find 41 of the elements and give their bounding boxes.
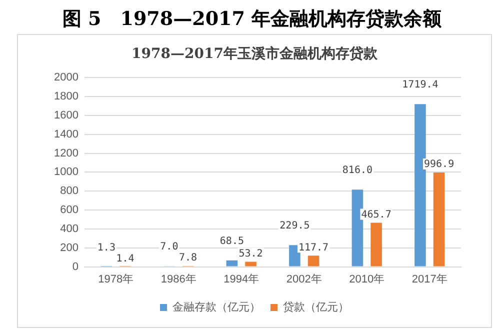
x-tick-label: 2010年 — [349, 273, 385, 286]
text: 1.3 — [97, 242, 116, 254]
x-tick-label: 2017年 — [412, 273, 448, 286]
y-tick-label: 1400 — [54, 128, 78, 140]
bar — [370, 222, 382, 266]
text: 229.5 — [280, 220, 310, 232]
text: 816.0 — [342, 165, 373, 176]
legend-label: 金融存款（亿元） — [172, 302, 260, 314]
text: 68.5 — [220, 236, 244, 247]
y-tick-label: 1200 — [54, 147, 78, 160]
bar — [226, 260, 238, 266]
text: 7.8 — [178, 252, 198, 264]
bar — [414, 104, 426, 266]
y-tick-label: 400 — [60, 222, 78, 235]
text: 996.9 — [424, 159, 454, 170]
x-tick-label: 1978年 — [98, 273, 134, 286]
x-tick-label: 1994年 — [224, 273, 260, 286]
text: 117.7 — [298, 242, 329, 254]
chart-subtitle: 1978—2017年玉溪市金融机构存贷款 — [130, 45, 378, 64]
text: 1.4 — [116, 253, 134, 264]
y-tick-label: 600 — [60, 204, 78, 216]
bar — [245, 262, 256, 266]
bar — [433, 172, 445, 266]
x-tick-label: 1986年 — [160, 273, 196, 286]
y-tick-label: 0 — [72, 260, 78, 273]
y-tick-label: 200 — [60, 242, 78, 254]
y-tick-label: 1000 — [54, 166, 78, 178]
y-tick-label: 2000 — [54, 72, 78, 84]
bar — [352, 190, 364, 266]
text: 1719.4 — [402, 80, 438, 91]
bar — [308, 256, 320, 266]
bar — [289, 245, 300, 266]
legend-label: 贷款（亿元） — [283, 300, 349, 314]
y-tick-label: 800 — [60, 185, 78, 198]
chart-title: 图 5 1978—2017 年金融机构存贷款余额 — [61, 7, 443, 32]
x-tick-label: 2002年 — [286, 273, 322, 286]
y-tick-label: 1600 — [54, 109, 78, 122]
text: 465.7 — [361, 209, 392, 220]
text: 7.0 — [160, 242, 178, 253]
y-tick-label: 1800 — [54, 90, 78, 103]
text: 53.2 — [238, 248, 263, 260]
